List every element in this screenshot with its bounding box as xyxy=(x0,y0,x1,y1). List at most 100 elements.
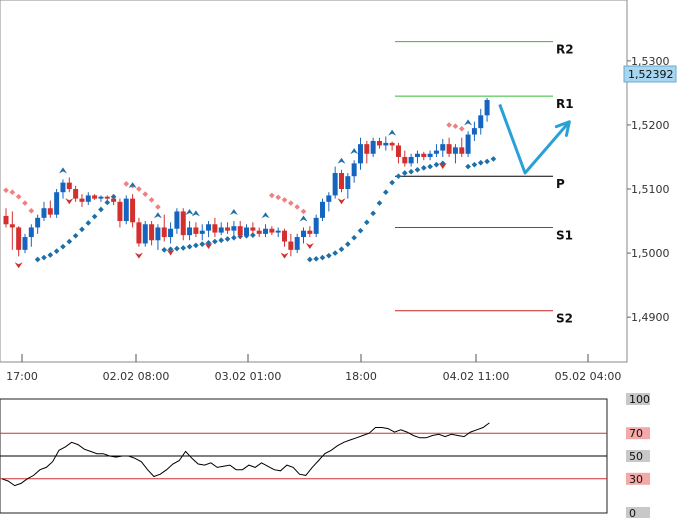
candle-body xyxy=(471,128,477,135)
fractal-down-arrow xyxy=(14,262,23,269)
level-label-s2: S2 xyxy=(556,312,573,326)
candle-body xyxy=(478,115,484,129)
candle-body xyxy=(22,237,28,250)
time-tick-label: 03.02 01:00 xyxy=(215,370,282,383)
candle-body xyxy=(16,227,22,250)
rsi-tick-label: 0 xyxy=(629,507,636,518)
sar-dot-down xyxy=(15,193,22,200)
candle-body xyxy=(256,230,262,234)
sar-dot-up xyxy=(161,247,168,253)
candle-body xyxy=(54,192,60,215)
level-label-r1: R1 xyxy=(556,97,574,111)
candle-body xyxy=(357,144,363,164)
candle-body xyxy=(370,140,376,154)
sar-dot-down xyxy=(446,122,452,128)
level-label-p: P xyxy=(556,177,565,191)
candle-body xyxy=(66,182,72,190)
sar-dot-up xyxy=(91,213,98,220)
sar-dot-down xyxy=(458,125,465,132)
candle-body xyxy=(174,211,180,229)
sar-dot-up xyxy=(307,256,313,263)
sar-dot-up xyxy=(47,252,54,258)
price-tick-label: 1,5000 xyxy=(631,247,670,260)
sar-dot-up xyxy=(420,165,427,171)
candle-body xyxy=(288,241,294,250)
price-panel: 17:00 02.02 08:00 03.02 01:00 18:00 04.02 11… xyxy=(0,0,677,383)
price-plot-border xyxy=(0,0,628,363)
sar-dot-down xyxy=(281,197,288,203)
forecast-arrowhead xyxy=(554,120,571,137)
candle-body xyxy=(212,224,218,233)
candle-body xyxy=(60,182,66,193)
sar-dot-up xyxy=(363,219,370,226)
fractal-up-arrow xyxy=(388,129,397,136)
candle-body xyxy=(123,198,129,222)
fractal-down-arrow xyxy=(438,162,447,169)
candle-body xyxy=(376,140,382,146)
candle-body xyxy=(269,228,275,233)
sar-dot-down xyxy=(142,191,149,197)
rsi-axis: 100 70 50 30 0 xyxy=(626,393,650,518)
price-tick-label: 1,4900 xyxy=(631,311,670,324)
candle-body xyxy=(275,230,281,233)
sar-dot-down xyxy=(3,187,9,194)
sar-dot-down xyxy=(22,200,28,206)
rsi-tick-label: 30 xyxy=(629,473,643,486)
sar-dot-up xyxy=(484,158,490,165)
time-tick-label: 18:00 xyxy=(345,370,377,383)
candle-body xyxy=(130,198,136,223)
sar-dot-down xyxy=(136,186,142,192)
candle-body xyxy=(326,195,332,202)
sar-dot-up xyxy=(389,179,395,186)
sar-dot-up xyxy=(186,243,193,250)
time-tick-label: 02.02 08:00 xyxy=(103,370,170,383)
sar-dot-up xyxy=(66,238,73,245)
candle-body xyxy=(427,153,433,157)
sar-dot-up xyxy=(104,199,111,206)
sar-dot-up xyxy=(344,241,351,247)
candle-body xyxy=(484,99,490,116)
sar-dot-up xyxy=(357,227,364,234)
rsi-tick-box xyxy=(626,450,650,462)
sar-dot-up xyxy=(319,254,326,261)
candle-body xyxy=(142,224,148,244)
candle-body xyxy=(199,230,205,234)
candle-body xyxy=(414,153,420,157)
rsi-panel: 100 70 50 30 0 xyxy=(0,393,650,518)
sar-dot-up xyxy=(212,238,218,245)
candle-body xyxy=(3,215,9,225)
sar-dot-up xyxy=(60,243,66,250)
rsi-tick-box xyxy=(626,393,650,405)
candle-body xyxy=(47,208,53,215)
sar-dot-up xyxy=(414,166,421,173)
candle-body xyxy=(383,142,389,146)
fractal-arrows xyxy=(14,119,473,269)
sar-dot-up xyxy=(85,220,92,226)
candle-body xyxy=(218,227,224,233)
fractal-up-arrow xyxy=(191,210,200,217)
candle-body xyxy=(104,196,110,199)
sar-dot-up xyxy=(218,237,225,244)
sar-dot-down xyxy=(155,204,161,210)
candle-body xyxy=(161,227,167,238)
candle-body xyxy=(440,144,446,151)
candle-body xyxy=(452,147,458,154)
sar-dot-up xyxy=(477,159,484,166)
time-tick-label: 04.02 11:00 xyxy=(443,370,510,383)
sar-dot-down xyxy=(269,192,275,199)
sar-dot-up xyxy=(401,170,408,176)
sar-dot-up xyxy=(408,168,414,175)
candle-body xyxy=(307,230,313,234)
price-tick-label: 1,5300 xyxy=(631,55,670,68)
candle-body xyxy=(237,226,243,236)
sar-dot-down xyxy=(9,189,16,196)
candle-body xyxy=(313,217,319,234)
candle-body xyxy=(28,227,34,238)
candle-body xyxy=(408,156,414,164)
sar-dot-up xyxy=(351,234,357,241)
candle-body xyxy=(338,172,344,190)
candle-body xyxy=(136,222,142,244)
fractal-up-arrow xyxy=(337,157,346,164)
sar-dot-down xyxy=(28,207,35,214)
candle-body xyxy=(263,228,269,234)
